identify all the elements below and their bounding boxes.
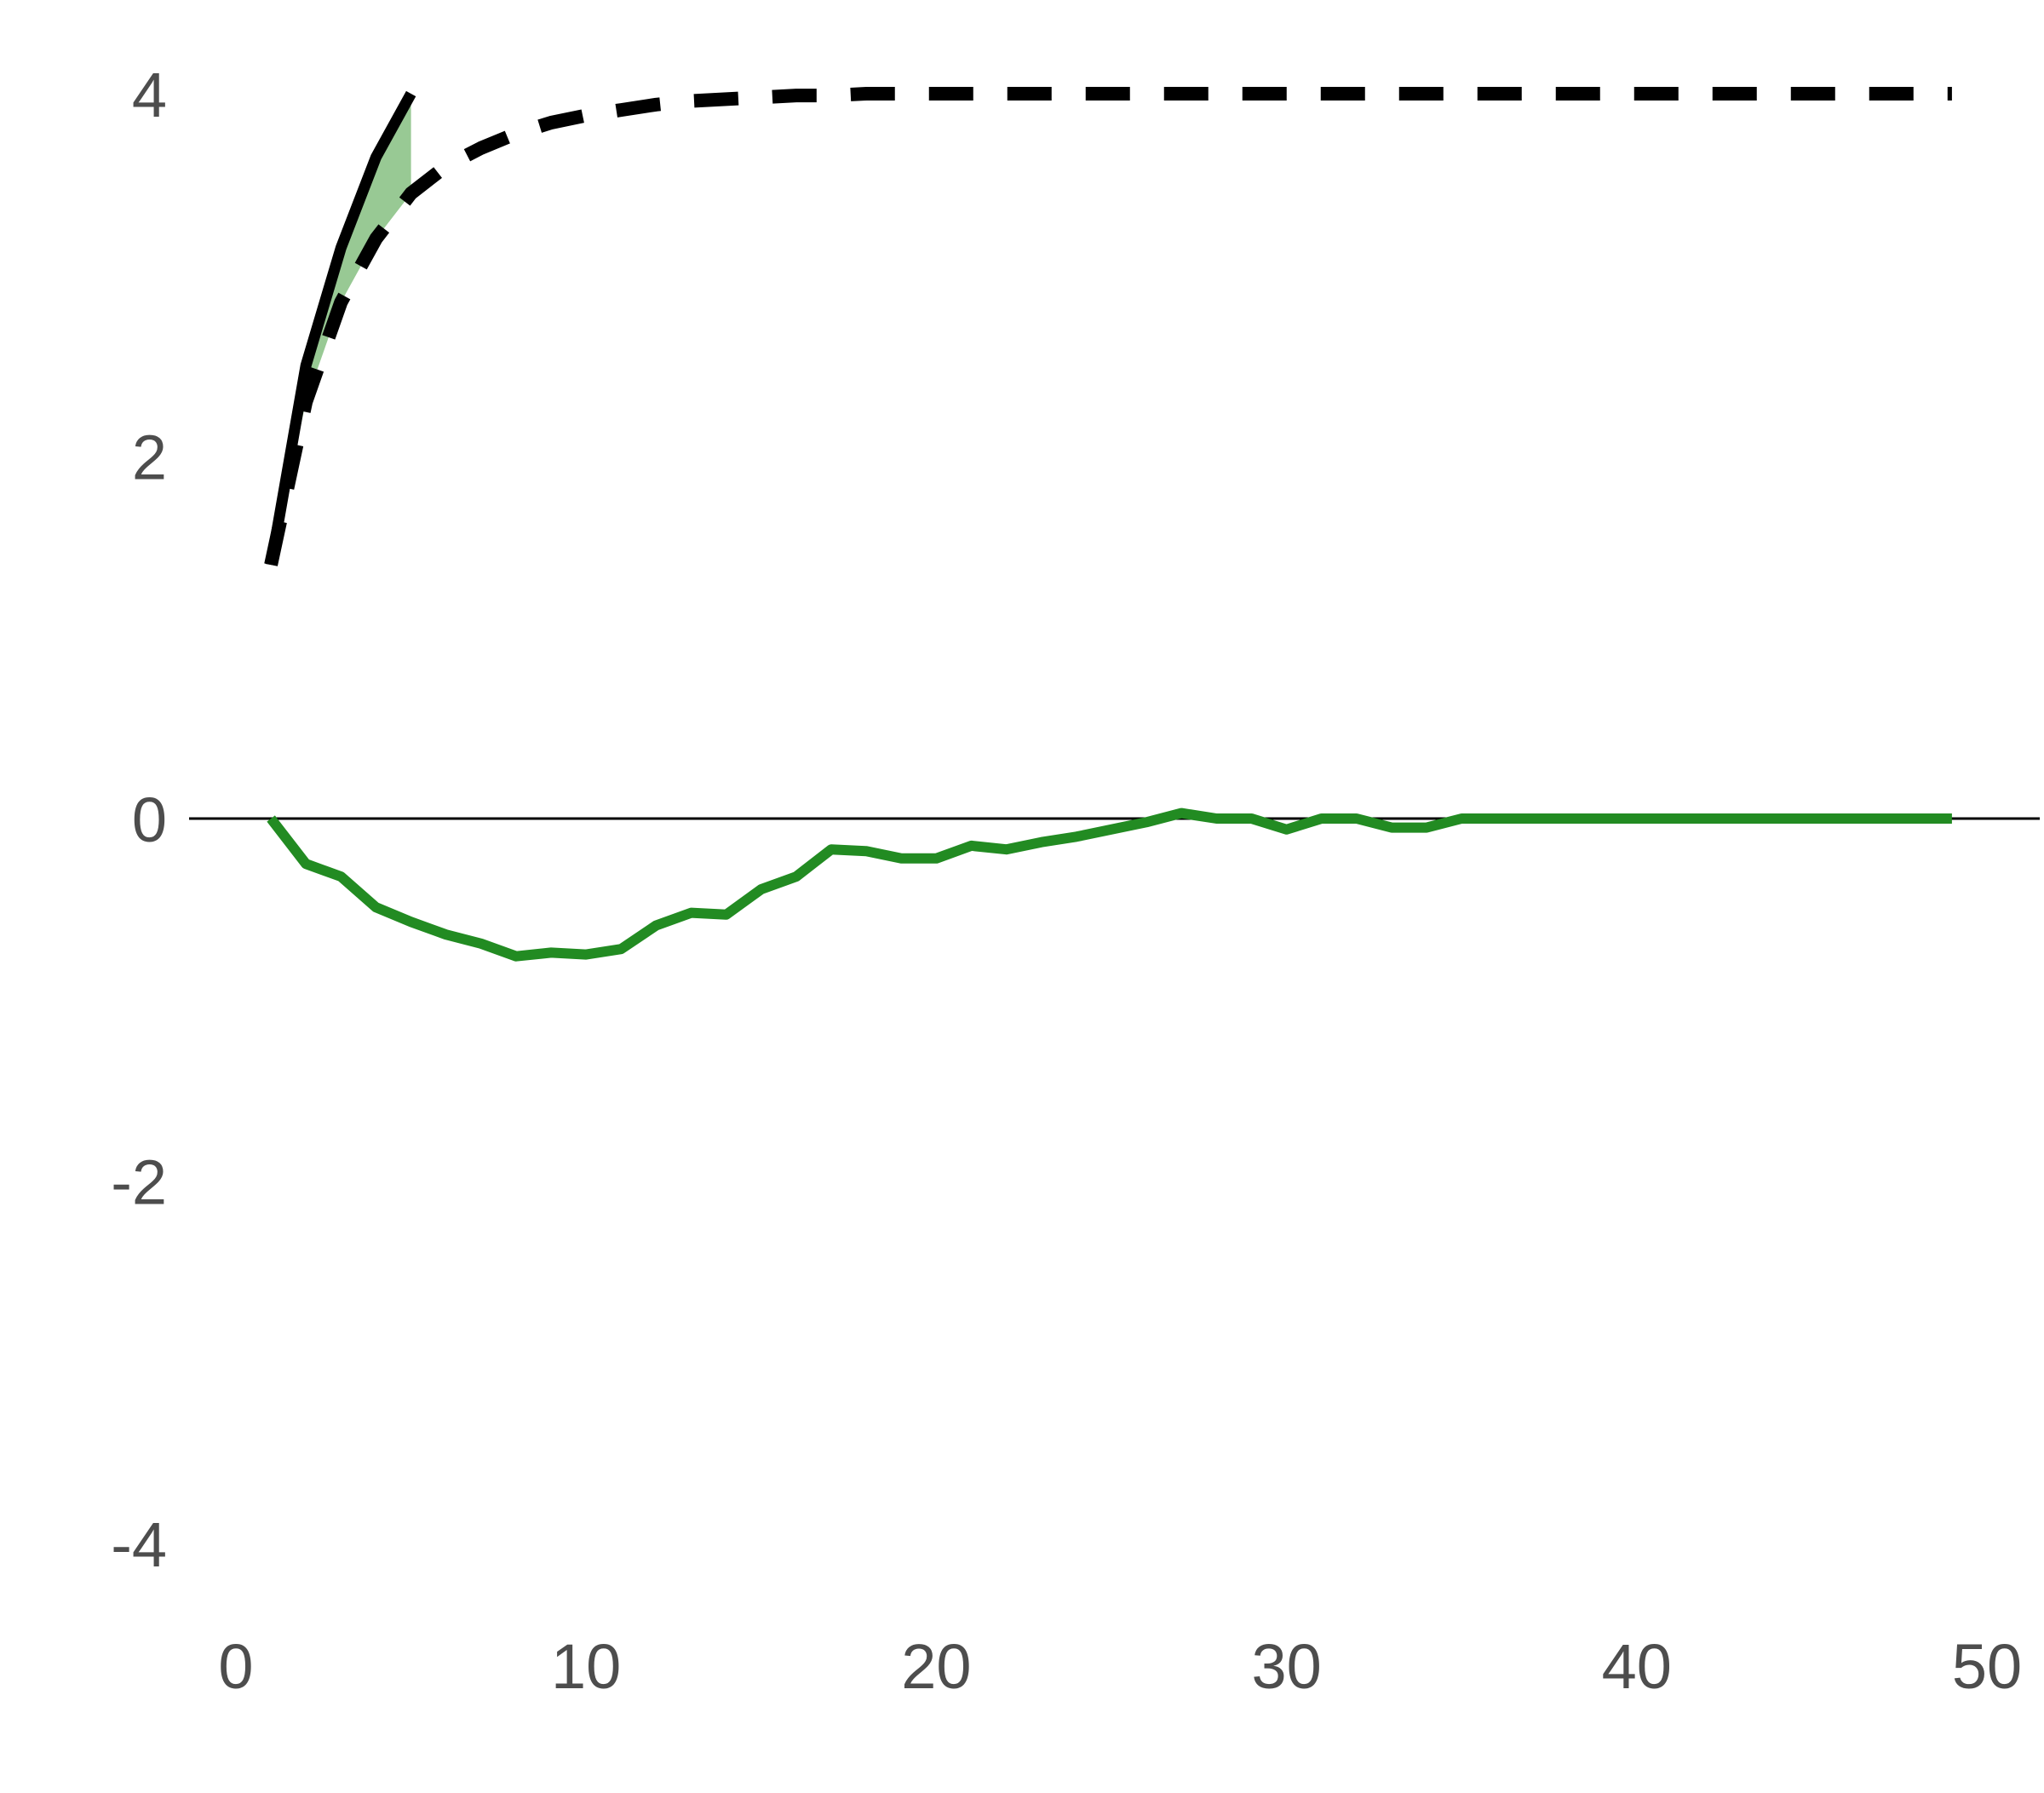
y-axis-ticks: -4 -2 0 2 4: [111, 60, 167, 1580]
series-layer: [264, 87, 1952, 962]
shaded-area-layer: [271, 94, 411, 566]
x-tick-label: 40: [1602, 1631, 1672, 1702]
series-line-dashed: [264, 87, 1952, 566]
y-tick-label: -2: [111, 1147, 167, 1218]
x-tick-label: 10: [551, 1631, 621, 1702]
series-line-green: [267, 807, 1952, 962]
y-tick-label: -4: [111, 1509, 167, 1580]
series-line-solid: [265, 90, 416, 566]
x-tick-label: 30: [1251, 1631, 1321, 1702]
x-tick-label: 20: [901, 1631, 971, 1702]
shaded-area: [271, 94, 411, 566]
y-tick-label: 2: [132, 422, 167, 493]
y-tick-label: 0: [132, 784, 167, 855]
x-tick-label: 0: [218, 1631, 253, 1702]
y-tick-label: 4: [132, 60, 167, 130]
x-tick-label: 50: [1952, 1631, 2022, 1702]
x-axis-ticks: 0 10 20 30 40 50: [218, 1631, 2022, 1702]
